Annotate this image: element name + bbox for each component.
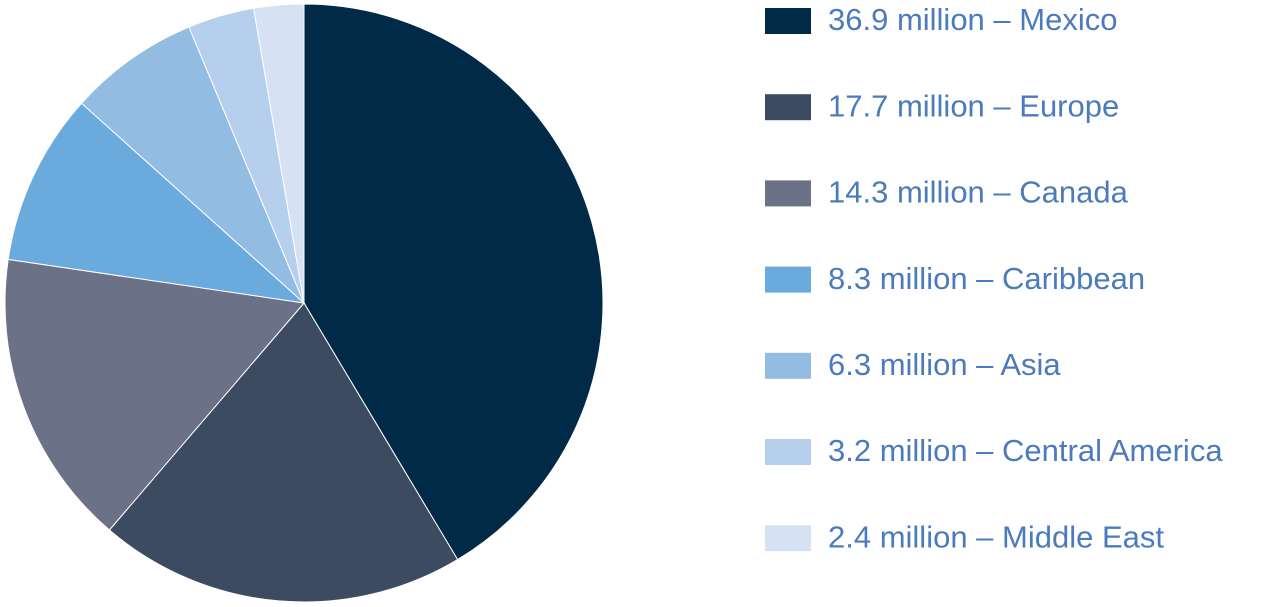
legend-swatch bbox=[765, 180, 811, 207]
pie-slice bbox=[108, 302, 459, 603]
legend-label: 17.7 million – Europe bbox=[828, 88, 1119, 123]
pie-slice bbox=[4, 258, 305, 531]
pie-slice bbox=[7, 102, 306, 304]
legend-label: 14.3 million – Canada bbox=[828, 175, 1129, 210]
legend-swatch bbox=[765, 525, 811, 552]
pie-slice bbox=[303, 3, 604, 561]
legend-label: 2.4 million – Middle East bbox=[828, 519, 1164, 554]
legend-swatch bbox=[765, 439, 811, 465]
legend-label: 36.9 million – Mexico bbox=[828, 2, 1117, 37]
pie-slice bbox=[80, 26, 305, 304]
legend-label: 6.3 million – Asia bbox=[828, 347, 1061, 382]
pie-slice bbox=[253, 3, 305, 304]
legend-label: 3.2 million – Central America bbox=[828, 433, 1223, 468]
legend-swatch bbox=[765, 8, 811, 34]
legend-swatch bbox=[765, 266, 811, 293]
legend-label: 8.3 million – Caribbean bbox=[828, 261, 1145, 296]
legend-swatch bbox=[765, 352, 811, 379]
legend-swatch bbox=[765, 94, 811, 121]
